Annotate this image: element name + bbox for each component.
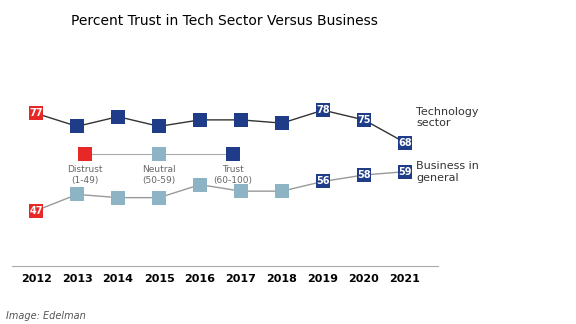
Point — [195, 182, 204, 187]
Text: 47: 47 — [29, 206, 43, 215]
Point — [154, 151, 164, 156]
Text: 58: 58 — [357, 170, 371, 180]
Point — [319, 179, 328, 184]
Point — [154, 124, 164, 129]
Point — [236, 117, 245, 122]
Text: Technology
sector: Technology sector — [416, 107, 479, 128]
Text: 68: 68 — [398, 138, 412, 147]
Point — [400, 140, 410, 145]
Point — [81, 151, 90, 156]
Text: 77: 77 — [29, 109, 43, 118]
Point — [228, 151, 237, 156]
Point — [359, 117, 369, 122]
Point — [73, 192, 82, 197]
Text: Trust
(60-100): Trust (60-100) — [213, 165, 252, 185]
Point — [359, 172, 369, 178]
Title: Percent Trust in Tech Sector Versus Business: Percent Trust in Tech Sector Versus Busi… — [71, 14, 378, 28]
Point — [278, 189, 287, 194]
Text: 78: 78 — [316, 105, 330, 115]
Text: Distrust
(1-49): Distrust (1-49) — [67, 165, 103, 185]
Text: Business in
general: Business in general — [416, 161, 479, 182]
Point — [278, 121, 287, 126]
Text: Neutral
(50-59): Neutral (50-59) — [142, 165, 176, 185]
Point — [32, 208, 41, 213]
Point — [113, 195, 123, 200]
Point — [32, 111, 41, 116]
Point — [319, 108, 328, 113]
Text: Image: Edelman: Image: Edelman — [6, 311, 85, 321]
Text: 75: 75 — [357, 115, 371, 125]
Point — [236, 189, 245, 194]
Point — [73, 124, 82, 129]
Text: 59: 59 — [398, 167, 412, 177]
Point — [400, 169, 410, 174]
Point — [113, 114, 123, 119]
Point — [195, 117, 204, 122]
Point — [154, 195, 164, 200]
Text: 56: 56 — [316, 177, 329, 186]
